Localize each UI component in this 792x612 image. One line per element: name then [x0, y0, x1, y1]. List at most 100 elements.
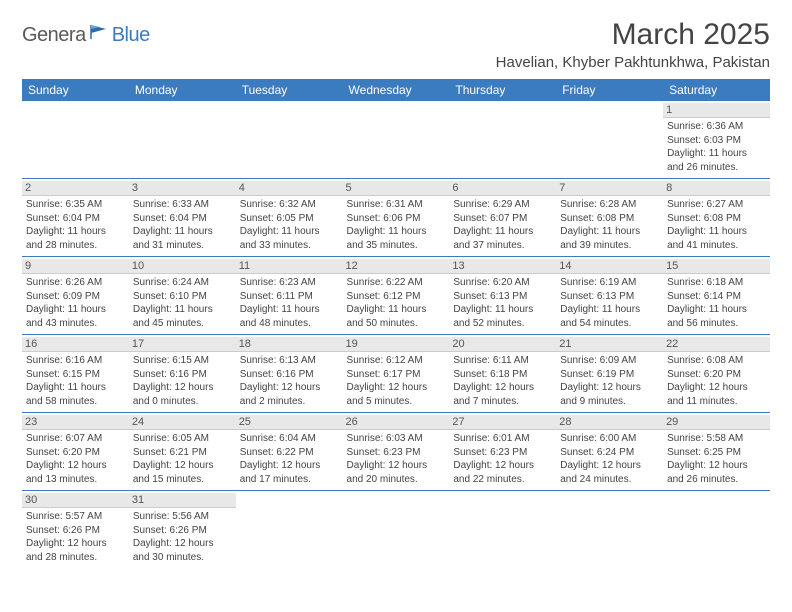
sunrise-text: Sunrise: 6:12 AM: [347, 354, 446, 368]
sunset-text: Sunset: 6:26 PM: [133, 524, 232, 538]
calendar-row: 23Sunrise: 6:07 AMSunset: 6:20 PMDayligh…: [22, 413, 770, 491]
calendar-cell: 26Sunrise: 6:03 AMSunset: 6:23 PMDayligh…: [343, 413, 450, 491]
calendar-cell: [129, 101, 236, 179]
daylight-text: and 26 minutes.: [667, 161, 766, 175]
calendar-cell: [343, 491, 450, 569]
day-number: 12: [343, 259, 450, 274]
header: Genera Blue March 2025 Havelian, Khyber …: [22, 18, 770, 71]
day-number: 18: [236, 337, 343, 352]
daylight-text: Daylight: 11 hours: [240, 303, 339, 317]
daylight-text: and 24 minutes.: [560, 473, 659, 487]
sunrise-text: Sunrise: 6:19 AM: [560, 276, 659, 290]
day-number: 17: [129, 337, 236, 352]
calendar-cell: 2Sunrise: 6:35 AMSunset: 6:04 PMDaylight…: [22, 179, 129, 257]
daylight-text: Daylight: 12 hours: [560, 381, 659, 395]
daylight-text: and 33 minutes.: [240, 239, 339, 253]
sunset-text: Sunset: 6:03 PM: [667, 134, 766, 148]
sunset-text: Sunset: 6:07 PM: [453, 212, 552, 226]
sunrise-text: Sunrise: 6:08 AM: [667, 354, 766, 368]
sunset-text: Sunset: 6:06 PM: [347, 212, 446, 226]
sunrise-text: Sunrise: 6:04 AM: [240, 432, 339, 446]
day-header: Tuesday: [236, 79, 343, 101]
sunset-text: Sunset: 6:26 PM: [26, 524, 125, 538]
calendar-cell: 5Sunrise: 6:31 AMSunset: 6:06 PMDaylight…: [343, 179, 450, 257]
sunset-text: Sunset: 6:14 PM: [667, 290, 766, 304]
daylight-text: Daylight: 12 hours: [133, 459, 232, 473]
sunrise-text: Sunrise: 6:15 AM: [133, 354, 232, 368]
day-number: 3: [129, 181, 236, 196]
daylight-text: and 9 minutes.: [560, 395, 659, 409]
sunset-text: Sunset: 6:13 PM: [560, 290, 659, 304]
sunrise-text: Sunrise: 6:28 AM: [560, 198, 659, 212]
sunrise-text: Sunrise: 6:20 AM: [453, 276, 552, 290]
sunrise-text: Sunrise: 6:09 AM: [560, 354, 659, 368]
sunset-text: Sunset: 6:19 PM: [560, 368, 659, 382]
sunset-text: Sunset: 6:24 PM: [560, 446, 659, 460]
calendar-cell: 11Sunrise: 6:23 AMSunset: 6:11 PMDayligh…: [236, 257, 343, 335]
sunset-text: Sunset: 6:08 PM: [560, 212, 659, 226]
daylight-text: and 5 minutes.: [347, 395, 446, 409]
calendar-cell: 21 Sunrise: 6:09 AMSunset: 6:19 PMDayligh…: [556, 335, 663, 413]
day-header: Thursday: [449, 79, 556, 101]
daylight-text: Daylight: 11 hours: [560, 225, 659, 239]
daylight-text: Daylight: 12 hours: [667, 459, 766, 473]
calendar-cell: 9Sunrise: 6:26 AMSunset: 6:09 PMDaylight…: [22, 257, 129, 335]
daylight-text: and 41 minutes.: [667, 239, 766, 253]
daylight-text: and 15 minutes.: [133, 473, 232, 487]
day-header: Wednesday: [343, 79, 450, 101]
day-header: Sunday: [22, 79, 129, 101]
daylight-text: and 45 minutes.: [133, 317, 232, 331]
calendar-cell: [343, 101, 450, 179]
sunrise-text: Sunrise: 6:01 AM: [453, 432, 552, 446]
daylight-text: Daylight: 11 hours: [26, 225, 125, 239]
daylight-text: and 31 minutes.: [133, 239, 232, 253]
sunset-text: Sunset: 6:09 PM: [26, 290, 125, 304]
sunrise-text: Sunrise: 6:31 AM: [347, 198, 446, 212]
day-number: 10: [129, 259, 236, 274]
sunrise-text: Sunrise: 6:23 AM: [240, 276, 339, 290]
day-number: 30: [22, 493, 129, 508]
calendar-cell: [22, 101, 129, 179]
title-block: March 2025 Havelian, Khyber Pakhtunkhwa,…: [496, 18, 770, 71]
sunrise-text: Sunrise: 6:05 AM: [133, 432, 232, 446]
daylight-text: Daylight: 11 hours: [453, 225, 552, 239]
location-text: Havelian, Khyber Pakhtunkhwa, Pakistan: [496, 54, 770, 71]
sunrise-text: Sunrise: 6:16 AM: [26, 354, 125, 368]
day-number: 29: [663, 415, 770, 430]
logo: Genera Blue: [22, 24, 150, 47]
daylight-text: Daylight: 12 hours: [453, 381, 552, 395]
daylight-text: and 52 minutes.: [453, 317, 552, 331]
calendar-cell: 7Sunrise: 6:28 AMSunset: 6:08 PMDaylight…: [556, 179, 663, 257]
sunrise-text: Sunrise: 6:33 AM: [133, 198, 232, 212]
daylight-text: Daylight: 11 hours: [26, 303, 125, 317]
daylight-text: Daylight: 12 hours: [26, 459, 125, 473]
calendar-row: 30Sunrise: 5:57 AMSunset: 6:26 PMDayligh…: [22, 491, 770, 569]
sunset-text: Sunset: 6:23 PM: [347, 446, 446, 460]
calendar-cell: 25Sunrise: 6:04 AMSunset: 6:22 PMDayligh…: [236, 413, 343, 491]
daylight-text: and 54 minutes.: [560, 317, 659, 331]
daylight-text: and 13 minutes.: [26, 473, 125, 487]
sunset-text: Sunset: 6:20 PM: [26, 446, 125, 460]
calendar-cell: [556, 101, 663, 179]
sunrise-text: Sunrise: 6:26 AM: [26, 276, 125, 290]
day-number: 19: [343, 337, 450, 352]
day-number: 1: [663, 103, 770, 118]
daylight-text: and 28 minutes.: [26, 239, 125, 253]
sunset-text: Sunset: 6:18 PM: [453, 368, 552, 382]
calendar-cell: 14Sunrise: 6:19 AMSunset: 6:13 PMDayligh…: [556, 257, 663, 335]
sunrise-text: Sunrise: 6:00 AM: [560, 432, 659, 446]
day-number: 11: [236, 259, 343, 274]
calendar-cell: [556, 491, 663, 569]
daylight-text: and 20 minutes.: [347, 473, 446, 487]
daylight-text: Daylight: 12 hours: [347, 381, 446, 395]
day-number: 23: [22, 415, 129, 430]
daylight-text: and 11 minutes.: [667, 395, 766, 409]
day-number: 21: [556, 337, 663, 352]
daylight-text: and 30 minutes.: [133, 551, 232, 565]
calendar-cell: [663, 491, 770, 569]
calendar-cell: 13Sunrise: 6:20 AMSunset: 6:13 PMDayligh…: [449, 257, 556, 335]
sunrise-text: Sunrise: 6:32 AM: [240, 198, 339, 212]
sunset-text: Sunset: 6:22 PM: [240, 446, 339, 460]
daylight-text: Daylight: 12 hours: [133, 381, 232, 395]
sunrise-text: Sunrise: 6:35 AM: [26, 198, 125, 212]
